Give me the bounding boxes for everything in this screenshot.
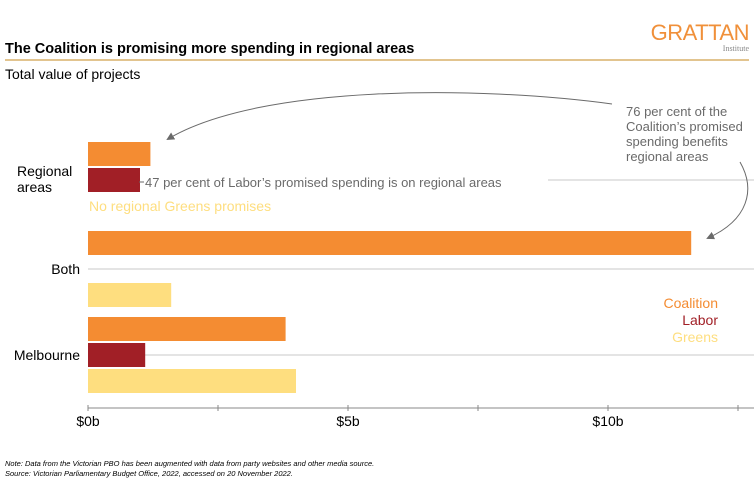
bar-greens-melbourne [88, 369, 296, 393]
bar-coalition-both [88, 231, 692, 255]
category-label: Both [51, 261, 80, 277]
coalition-annotation-line: regional areas [626, 149, 709, 164]
x-axis-ticks: $0b $5b $10b [76, 405, 739, 429]
bar-labor-melbourne [88, 343, 146, 367]
grattan-logo-sub: Institute [723, 44, 750, 53]
greens-annotation: No regional Greens promises [89, 198, 271, 214]
grattan-logo: GRATTAN [651, 20, 749, 45]
category-label-line: Regional [17, 163, 72, 179]
gridlines [88, 179, 754, 356]
coalition-annotation-line: 76 per cent of the [626, 104, 727, 119]
labor-annotation: 47 per cent of Labor’s promised spending… [145, 175, 502, 190]
coalition-annotation-arrow [166, 92, 613, 141]
both-annotation-arrow [706, 161, 749, 240]
x-tick-label: $0b [76, 413, 100, 429]
coalition-annotation-line: Coalition’s promised [626, 119, 743, 134]
bar-coalition-melbourne [88, 317, 286, 341]
category-labels: Regional areas Both Melbourne [14, 163, 80, 363]
bar-greens-both [88, 283, 172, 307]
bar-labor-regional-areas [88, 168, 140, 192]
legend-greens: Greens [672, 329, 718, 345]
bars [88, 142, 692, 393]
category-label-line: areas [17, 179, 52, 195]
legend-labor: Labor [682, 312, 718, 328]
category-label: Regional areas [17, 163, 72, 195]
x-tick-label: $5b [336, 413, 360, 429]
footnote-source: Source: Victorian Parliamentary Budget O… [5, 469, 293, 478]
bar-coalition-regional-areas [88, 142, 151, 166]
legend-coalition: Coalition [664, 295, 718, 311]
coalition-annotation-line: spending benefits [626, 134, 728, 149]
chart-title: The Coalition is promising more spending… [5, 41, 414, 57]
category-label: Melbourne [14, 347, 80, 363]
coalition-annotation: 76 per cent of the Coalition’s promised … [626, 104, 746, 164]
x-tick-label: $10b [592, 413, 623, 429]
footnote-note: Note: Data from the Victorian PBO has be… [5, 459, 374, 468]
chart-subtitle: Total value of projects [5, 66, 140, 82]
